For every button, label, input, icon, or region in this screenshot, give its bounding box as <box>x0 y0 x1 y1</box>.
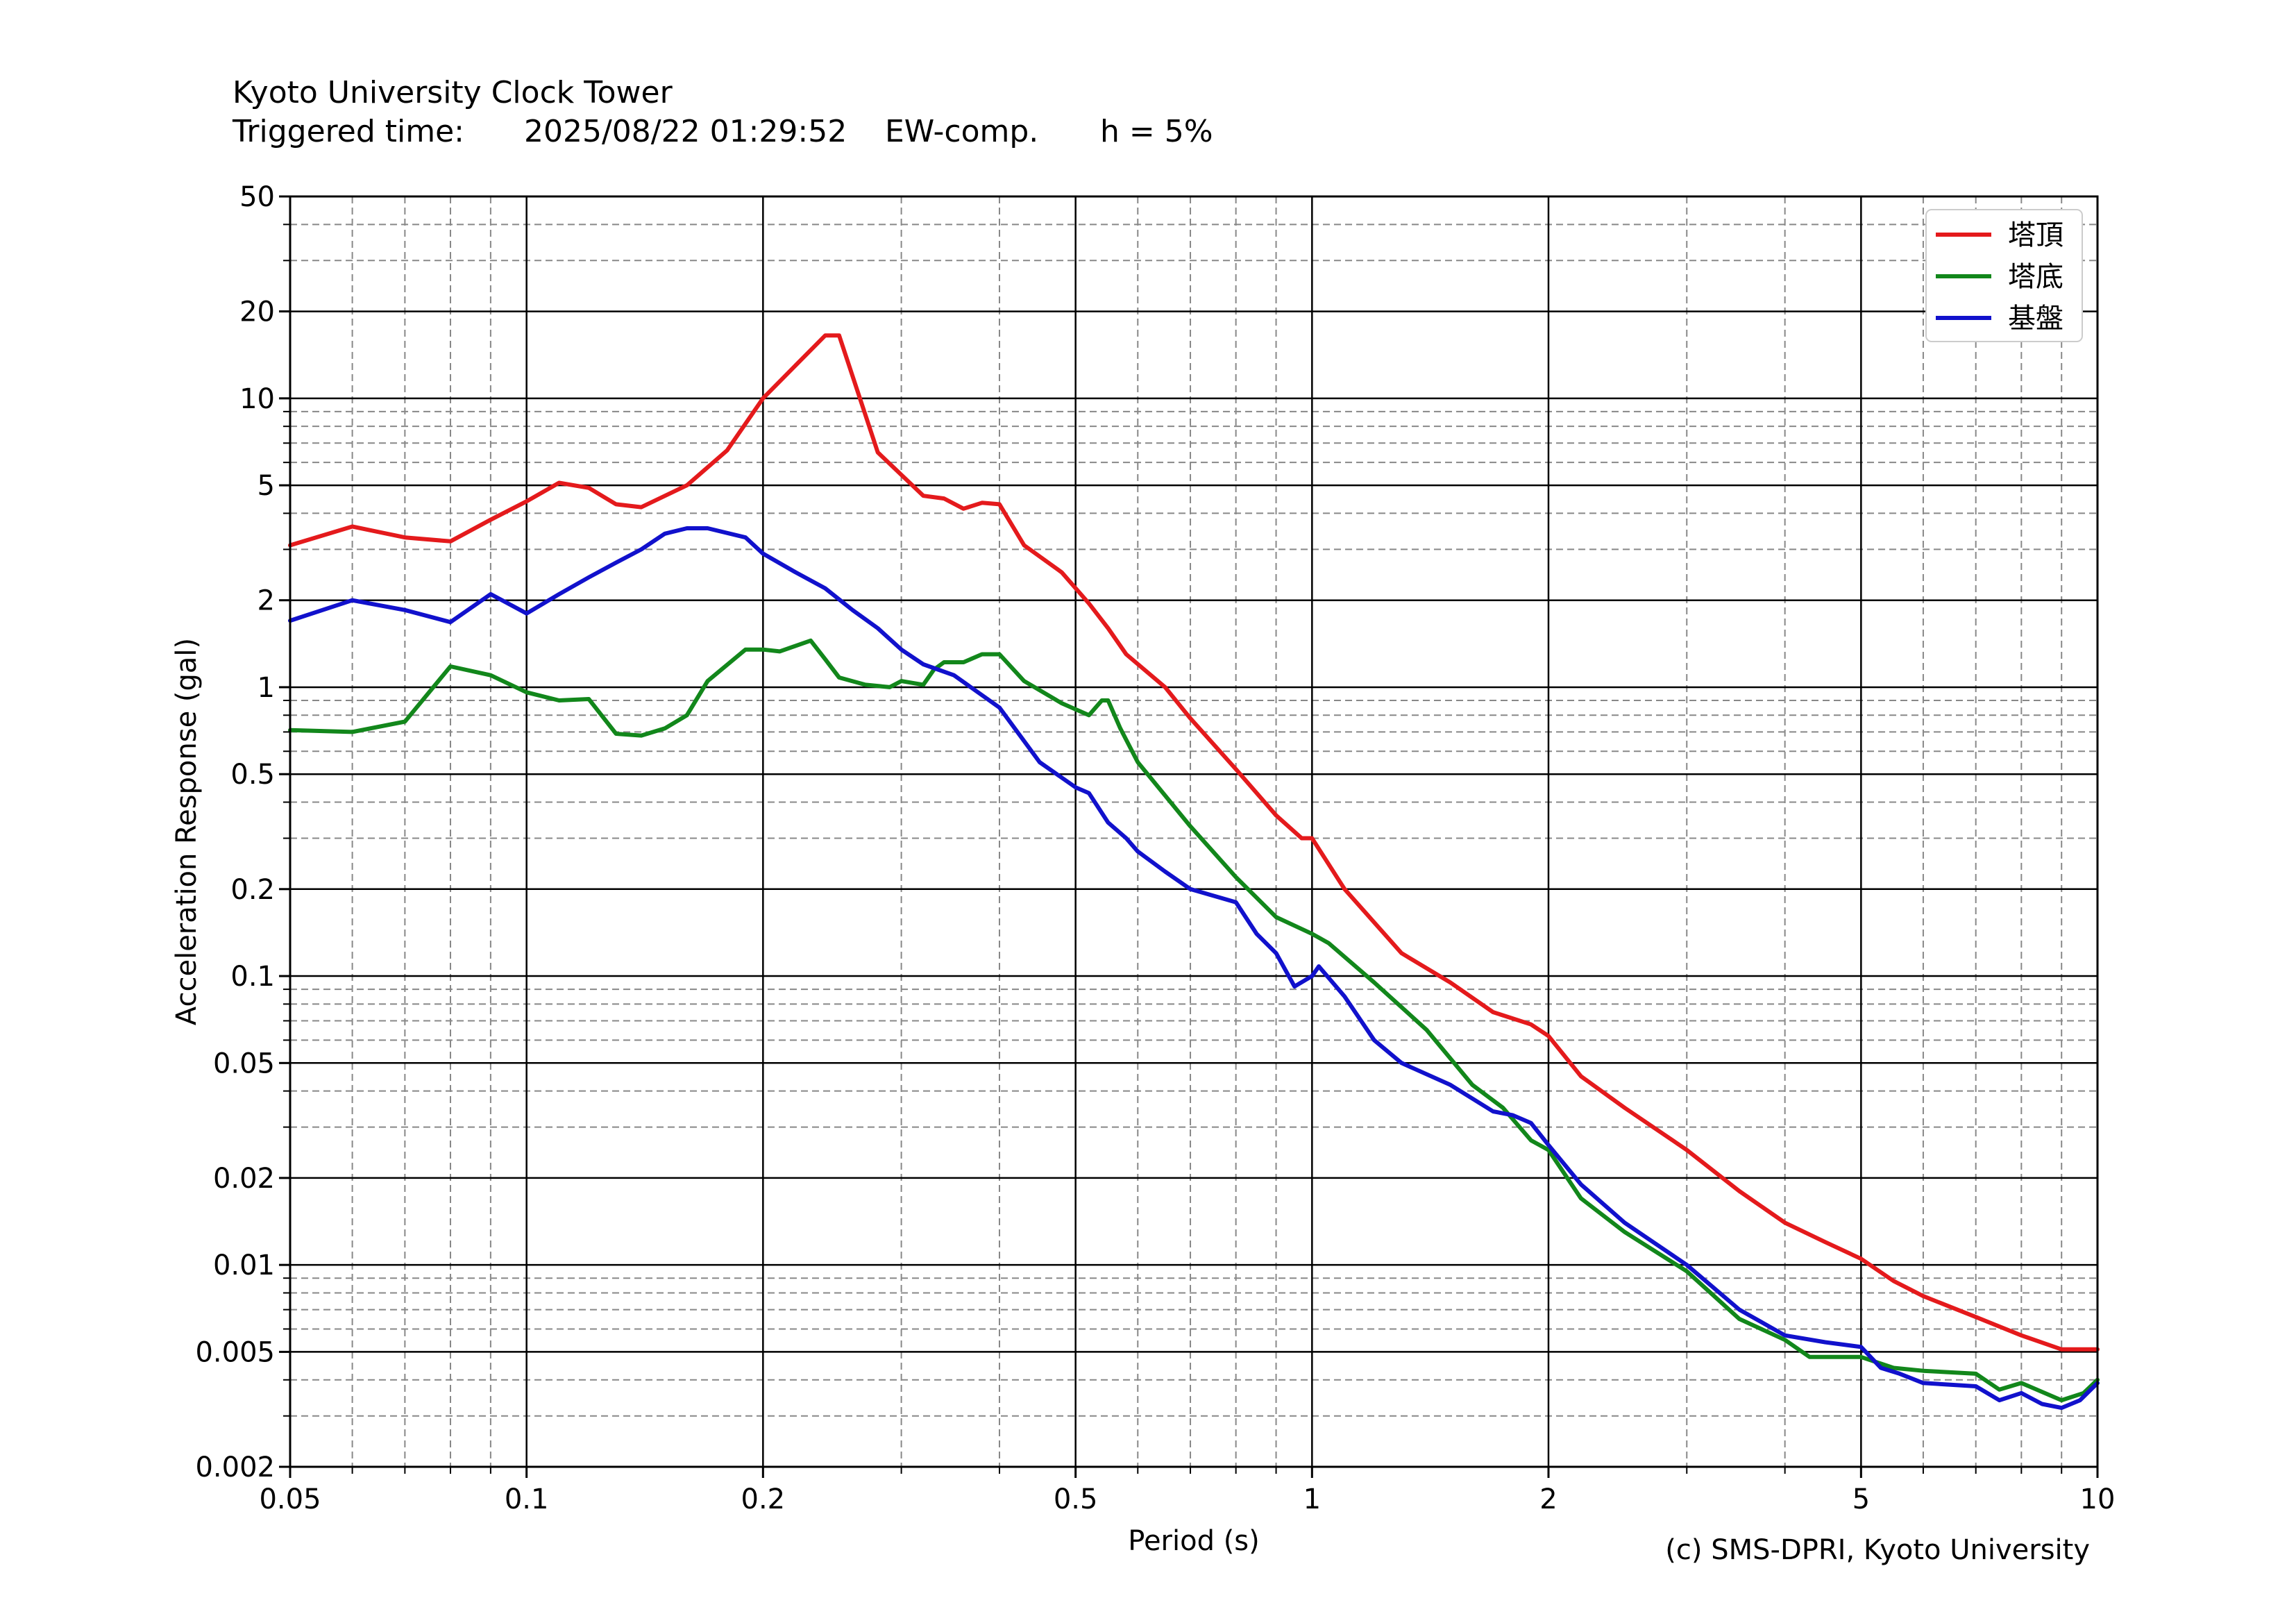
y-tick-label: 1 <box>258 672 275 704</box>
component-label: EW-comp. <box>885 114 1039 149</box>
y-tick-label: 10 <box>239 383 275 415</box>
x-tick-label: 0.05 <box>259 1483 321 1515</box>
y-tick-label: 2 <box>258 585 275 617</box>
chart-title: Kyoto University Clock Tower <box>233 75 673 110</box>
y-tick-label: 0.01 <box>213 1250 275 1281</box>
chart-header: Kyoto University Clock Tower Triggered t… <box>233 74 1213 151</box>
chart-subtitle: Triggered time: 2025/08/22 01:29:52 EW-com… <box>233 112 1213 151</box>
damping-label: h = 5% <box>1100 114 1213 149</box>
y-tick-label: 0.5 <box>230 759 275 791</box>
y-tick-label: 0.005 <box>195 1336 275 1368</box>
y-tick-label: 0.05 <box>213 1048 275 1079</box>
y-tick-label: 50 <box>239 181 275 213</box>
y-tick-label: 0.002 <box>195 1452 275 1483</box>
plot-frame <box>289 195 2099 1468</box>
legend-label-1: 塔頂 <box>2008 219 2063 251</box>
axis-ticks: 0.05 0.1 0.2 0.5 1 2 5 10 0.002 0.005 0.01 0.02 0.05… <box>195 181 2115 1515</box>
x-tick-label: 10 <box>2080 1483 2116 1515</box>
series-line-3 <box>288 526 2100 1411</box>
trigger-time: 2025/08/22 01:29:52 <box>524 114 847 149</box>
y-tick-label: 0.02 <box>213 1163 275 1195</box>
chart-grid <box>289 195 2099 1468</box>
series-line-1 <box>288 333 2100 1352</box>
legend-box <box>1925 209 2083 342</box>
x-tick-label: 0.1 <box>505 1483 549 1515</box>
y-axis-label: Acceleration Response (gal) <box>171 638 203 1025</box>
y-tick-label: 20 <box>239 296 275 328</box>
x-tick-label: 5 <box>1852 1483 1870 1515</box>
credit-text: (c) SMS-DPRI, Kyoto University <box>1665 1534 2090 1566</box>
x-tick-label: 0.5 <box>1054 1483 1098 1515</box>
y-tick-label: 0.1 <box>230 961 275 993</box>
legend-label-3: 基盤 <box>2008 303 2063 335</box>
x-tick-label: 2 <box>1539 1483 1557 1515</box>
y-tick-label: 0.2 <box>230 874 275 906</box>
trigger-label: Triggered time: <box>233 114 464 149</box>
chart-series <box>288 333 2100 1411</box>
x-tick-label: 0.2 <box>741 1483 786 1515</box>
x-axis-label: Period (s) <box>1128 1525 1260 1557</box>
legend-label-2: 塔底 <box>2008 261 2063 293</box>
x-tick-label: 1 <box>1303 1483 1321 1515</box>
series-line-2 <box>288 638 2100 1403</box>
y-tick-label: 5 <box>258 470 275 502</box>
